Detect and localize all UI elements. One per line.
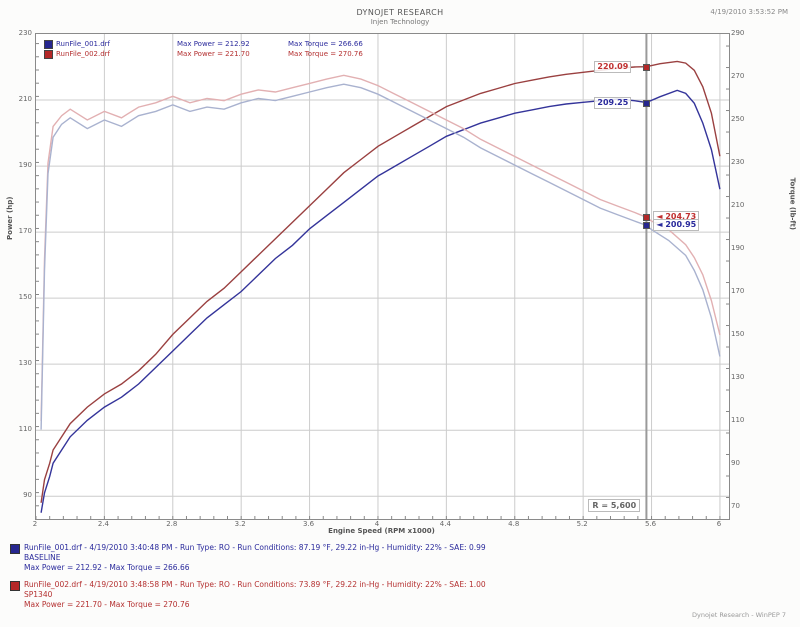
torque-tick-label: 70 bbox=[731, 501, 740, 510]
run-conditions: RunFile_001.drf - 4/19/2010 3:40:48 PM -… bbox=[24, 543, 486, 552]
cursor-point-marker bbox=[643, 99, 651, 107]
torque-tick-label: 110 bbox=[731, 415, 745, 424]
cursor-point-marker bbox=[643, 222, 651, 230]
curve-power_blue bbox=[40, 89, 721, 513]
run-swatch-blue bbox=[10, 544, 20, 554]
torque-tick-label: 170 bbox=[731, 286, 745, 295]
run-label: BASELINE bbox=[24, 553, 61, 562]
legend-max-torque: Max Torque = 266.66 bbox=[288, 40, 363, 48]
curve-torque_red bbox=[40, 74, 721, 422]
x-tick-label: 6 bbox=[716, 520, 722, 528]
x-tick-label: 4.4 bbox=[439, 520, 451, 528]
value-callout-power-blue: 209.25 bbox=[594, 96, 632, 109]
run-label: SP1340 bbox=[24, 590, 53, 599]
torque-tick-label: 130 bbox=[731, 372, 745, 381]
customer-name: Injen Technology bbox=[370, 18, 430, 26]
run-summary: RunFile_001.drf - 4/19/2010 3:40:48 PM -… bbox=[10, 543, 486, 617]
report-header: DYNOJET RESEARCH Injen Technology bbox=[0, 8, 800, 27]
power-tick-label: 230 bbox=[18, 29, 32, 37]
x-tick-label: 5.6 bbox=[644, 520, 657, 528]
torque-tick-label: 150 bbox=[731, 329, 745, 338]
power-tick-label: 110 bbox=[18, 425, 32, 434]
run-summary-intake: RunFile_002.drf - 4/19/2010 3:48:58 PM -… bbox=[10, 580, 486, 610]
x-axis-title: Engine Speed (RPM x1000) bbox=[328, 527, 435, 535]
cursor-rpm-readout: R = 5,600 bbox=[588, 499, 641, 512]
curve-torque_blue bbox=[40, 83, 721, 430]
right-axis-title: Torque (lb-ft) bbox=[788, 177, 796, 230]
power-tick-label: 130 bbox=[18, 359, 32, 368]
x-tick-label: 3.2 bbox=[234, 520, 246, 528]
legend-max-power: Max Power = 212.92 bbox=[177, 40, 250, 48]
x-tick-label: 4.8 bbox=[508, 520, 520, 528]
software-credit: Dynojet Research - WinPEP 7 bbox=[691, 611, 786, 619]
x-tick-label: 4 bbox=[374, 520, 380, 528]
x-tick-label: 3.6 bbox=[302, 520, 315, 528]
dyno-plot-area[interactable]: RunFile_001.drf Max Power = 212.92 Max T… bbox=[35, 33, 730, 520]
curve-power_red bbox=[40, 60, 721, 503]
legend-row-intake: RunFile_002.drf Max Power = 221.70 Max T… bbox=[44, 49, 363, 59]
run-max-values: Max Power = 212.92 - Max Torque = 266.66 bbox=[24, 563, 190, 572]
torque-tick-label: 290 bbox=[731, 29, 745, 37]
run-summary-baseline: RunFile_001.drf - 4/19/2010 3:40:48 PM -… bbox=[10, 543, 486, 573]
run-swatch-red bbox=[10, 581, 20, 591]
x-tick-label: 2 bbox=[32, 520, 38, 528]
brand-title: DYNOJET RESEARCH bbox=[356, 8, 444, 17]
torque-tick-label: 230 bbox=[731, 157, 745, 166]
value-callout-torque-blue: ◄ 200.95 bbox=[653, 219, 700, 232]
run-conditions: RunFile_002.drf - 4/19/2010 3:48:58 PM -… bbox=[24, 580, 486, 589]
run-max-values: Max Power = 221.70 - Max Torque = 270.76 bbox=[24, 600, 190, 609]
power-tick-label: 190 bbox=[18, 161, 32, 170]
cursor-point-marker bbox=[643, 63, 651, 71]
torque-tick-label: 190 bbox=[731, 243, 745, 252]
power-tick-label: 170 bbox=[18, 227, 32, 236]
legend-max-power: Max Power = 221.70 bbox=[177, 50, 250, 58]
power-tick-label: 150 bbox=[18, 293, 32, 302]
legend-row-baseline: RunFile_001.drf Max Power = 212.92 Max T… bbox=[44, 39, 363, 49]
legend-max-torque: Max Torque = 270.76 bbox=[288, 50, 363, 58]
print-datetime: 4/19/2010 3:53:52 PM bbox=[710, 8, 788, 16]
legend-swatch-red bbox=[44, 49, 53, 59]
x-tick-label: 2.8 bbox=[166, 520, 178, 528]
x-tick-label: 5.2 bbox=[576, 520, 588, 528]
power-tick-label: 210 bbox=[18, 95, 32, 104]
legend-file: RunFile_001.drf bbox=[56, 40, 111, 48]
curves-canvas bbox=[36, 34, 729, 519]
cursor-point-marker bbox=[643, 214, 651, 222]
torque-tick-label: 270 bbox=[731, 71, 745, 80]
torque-tick-label: 90 bbox=[731, 458, 740, 467]
legend-file: RunFile_002.drf bbox=[56, 50, 111, 58]
legend-swatch-blue bbox=[44, 39, 53, 49]
plot-legend: RunFile_001.drf Max Power = 212.92 Max T… bbox=[44, 39, 363, 59]
x-tick-label: 2.4 bbox=[97, 520, 109, 528]
torque-tick-label: 250 bbox=[731, 114, 745, 123]
torque-tick-label: 210 bbox=[731, 200, 745, 209]
power-tick-label: 90 bbox=[23, 491, 32, 500]
value-callout-power-red: 220.09 bbox=[594, 60, 632, 73]
